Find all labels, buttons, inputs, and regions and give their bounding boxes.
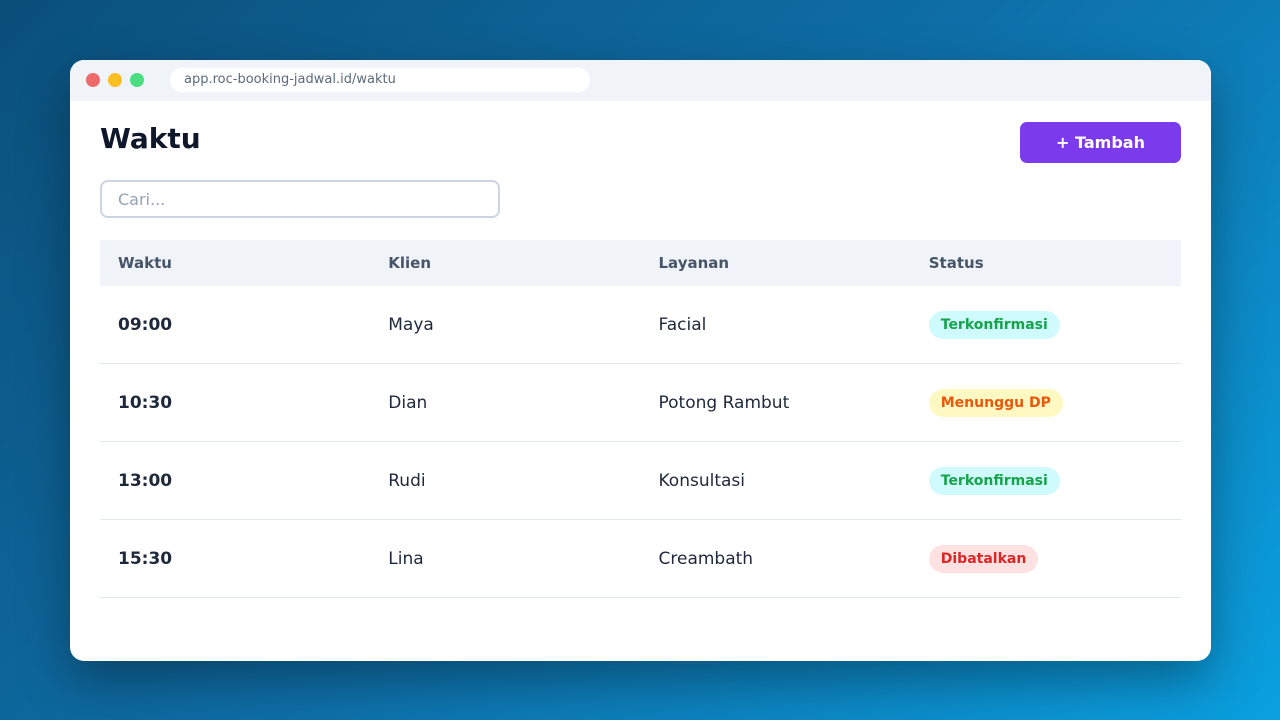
table-row[interactable]: 13:00 Rudi Konsultasi Terkonfirmasi (100, 441, 1181, 520)
column-header: Layanan (640, 240, 911, 286)
status-badge: Menunggu DP (928, 388, 1063, 417)
search-input[interactable] (100, 180, 500, 218)
url-bar[interactable]: app.roc-booking-jadwal.id/waktu (170, 68, 590, 92)
minimize-dot[interactable] (108, 73, 122, 87)
cell: 15:30 (100, 519, 371, 598)
table-row[interactable]: 09:00 Maya Facial Terkonfirmasi (100, 286, 1181, 364)
browser-window: app.roc-booking-jadwal.id/waktu Waktu + … (70, 60, 1211, 661)
cell: Menunggu DP (910, 363, 1181, 442)
cell: Konsultasi (640, 441, 911, 520)
cell: Creambath (640, 519, 911, 598)
cell: Terkonfirmasi (910, 441, 1181, 520)
maximize-dot[interactable] (130, 73, 144, 87)
status-badge: Terkonfirmasi (928, 310, 1060, 339)
cell: 09:00 (100, 286, 371, 364)
header-row: Waktu Klien Layanan Status (100, 240, 1181, 286)
cell: Potong Rambut (640, 363, 911, 442)
cell: Facial (640, 286, 911, 364)
table-row[interactable]: 10:30 Dian Potong Rambut Menunggu DP (100, 363, 1181, 442)
cell: Terkonfirmasi (910, 286, 1181, 364)
status-badge: Terkonfirmasi (928, 466, 1060, 495)
add-button[interactable]: + Tambah (1020, 122, 1181, 163)
table-row[interactable]: 15:30 Lina Creambath Dibatalkan (100, 519, 1181, 598)
table: Waktu Klien Layanan Status 09:00 Maya Facial T… (100, 240, 1181, 598)
browser-bar: app.roc-booking-jadwal.id/waktu (70, 60, 1211, 101)
column-header: Status (910, 240, 1181, 286)
cell: Lina (370, 519, 641, 598)
column-header: Klien (370, 240, 641, 286)
close-dot[interactable] (86, 73, 100, 87)
cell: 13:00 (100, 441, 371, 520)
column-header: Waktu (100, 240, 371, 286)
status-badge: Dibatalkan (928, 544, 1039, 573)
cell: Maya (370, 286, 641, 364)
cell: Dibatalkan (910, 519, 1181, 598)
cell: 10:30 (100, 363, 371, 442)
page-title: Waktu (100, 122, 201, 155)
cell: Dian (370, 363, 641, 442)
cell: Rudi (370, 441, 641, 520)
